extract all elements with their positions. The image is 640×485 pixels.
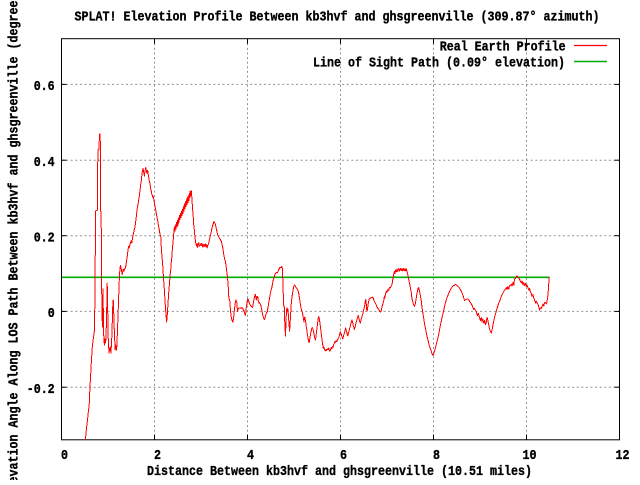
svg-text:6: 6 <box>340 448 347 464</box>
svg-text:0.2: 0.2 <box>34 230 55 246</box>
svg-text:0.4: 0.4 <box>34 155 55 171</box>
svg-text:SPLAT! Elevation Profile Betwe: SPLAT! Elevation Profile Between kb3hvf … <box>75 10 600 26</box>
svg-text:Distance Between kb3hvf and gh: Distance Between kb3hvf and ghsgreenvill… <box>147 464 532 480</box>
svg-text:0: 0 <box>48 306 55 322</box>
svg-text:Line of Sight Path (0.09° elev: Line of Sight Path (0.09° elevation) <box>313 55 565 71</box>
svg-text:4: 4 <box>247 448 254 464</box>
svg-text:8: 8 <box>433 448 440 464</box>
svg-text:0.6: 0.6 <box>34 79 55 95</box>
svg-text:10: 10 <box>523 448 537 464</box>
svg-text:12: 12 <box>616 448 630 464</box>
svg-text:2: 2 <box>154 448 161 464</box>
svg-text:0: 0 <box>61 448 68 464</box>
svg-text:Real Earth Profile: Real Earth Profile <box>440 39 566 55</box>
svg-text:-0.2: -0.2 <box>27 382 55 398</box>
svg-text:Elevation Angle Along LOS Path: Elevation Angle Along LOS Path Between k… <box>6 0 22 480</box>
